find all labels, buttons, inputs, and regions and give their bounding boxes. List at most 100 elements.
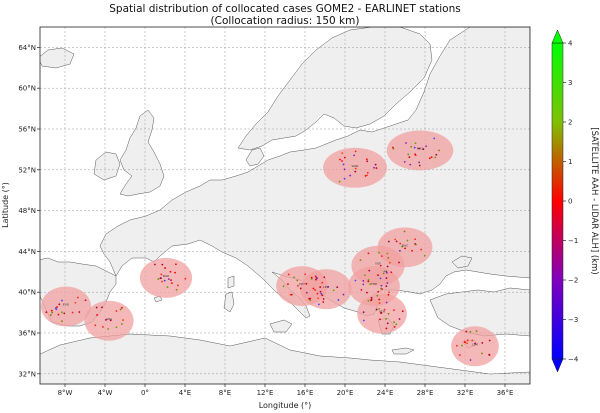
collocation-point [414, 142, 417, 145]
north-africa-land [40, 333, 530, 384]
scandinavia-land [237, 27, 433, 151]
collocation-point [403, 160, 406, 163]
collocation-point [314, 275, 317, 278]
collocation-point [377, 274, 379, 277]
station-label: ATH [379, 310, 385, 314]
collocation-point [379, 318, 381, 321]
x-tick-label: 8°W [58, 389, 73, 397]
collocation-point [121, 306, 123, 309]
collocation-point [383, 308, 386, 311]
collocation-point [388, 261, 391, 264]
collocation-point [375, 308, 378, 311]
collocation-point [353, 154, 356, 157]
colorbar-tick-label: 0 [568, 198, 572, 206]
collocation-point [488, 339, 491, 342]
collocation-point [119, 308, 122, 311]
map-frame [39, 26, 531, 385]
collocation-point [354, 150, 357, 153]
collocation-point [309, 299, 312, 302]
collocation-point [160, 273, 163, 276]
collocation-point [161, 263, 164, 266]
collocation-point [387, 293, 390, 296]
collocation-point [433, 137, 436, 140]
collocation-point [413, 146, 416, 149]
collocation-point [57, 313, 60, 316]
collocation-point [102, 326, 104, 328]
y-tick-label: 48°N [18, 207, 36, 215]
x-tick-label: 4°W [98, 389, 113, 397]
collocation-point [401, 245, 404, 248]
x-axis-label: Longitude (°) [259, 401, 312, 410]
collocation-point [71, 311, 74, 314]
iceland-land [40, 47, 75, 69]
x-tick-label: 28°E [417, 389, 434, 397]
collocation-point [469, 330, 472, 333]
y-tick-label: 32°N [18, 370, 36, 378]
collocation-point [409, 163, 412, 166]
collocation-point [387, 257, 390, 259]
collocation-points [45, 137, 491, 361]
collocation-point [388, 291, 390, 294]
collocation-point [425, 145, 428, 148]
collocation-point [315, 278, 317, 281]
collocation-point [369, 283, 372, 285]
collocation-point [393, 321, 395, 324]
x-tick-label: 8°E [219, 389, 231, 397]
colorbar: 4 3 2 1 0 −1 −2 −3 −4 [SATELLITE AAH - LIDAR ALH… [551, 29, 599, 373]
collocation-point [386, 265, 389, 268]
collocation-point [410, 145, 413, 148]
collocation-point [177, 284, 179, 287]
collocation-point [366, 174, 369, 177]
y-tick-label: 36°N [18, 330, 36, 338]
colorbar-max-arrow [551, 29, 564, 44]
collocation-point [398, 318, 401, 320]
collocation-point [105, 318, 107, 321]
colorbar-tick-label: 1 [568, 158, 572, 166]
collocation-point [435, 153, 438, 156]
collocation-point [414, 238, 417, 241]
collocation-point [343, 156, 346, 159]
collocation-point [287, 283, 289, 286]
collocation-point [385, 277, 388, 280]
collocation-point [398, 261, 400, 264]
collocation-point [375, 167, 378, 169]
collocation-point [319, 290, 322, 293]
collocation-point [418, 164, 421, 167]
x-tick-label: 4°E [179, 389, 191, 397]
collocation-point [379, 277, 382, 280]
collocation-circle [386, 130, 454, 171]
collocation-point [336, 286, 339, 289]
collocation-point [163, 279, 166, 282]
collocation-point [94, 324, 97, 327]
collocation-point [488, 354, 491, 356]
collocation-point [175, 288, 178, 291]
colorbar-ticks: 4 3 2 1 0 −1 −2 −3 −4 [563, 40, 579, 364]
collocation-point [299, 287, 302, 290]
collocation-point [317, 297, 320, 300]
collocation-point [414, 154, 417, 157]
colorbar-tick-label: 3 [568, 79, 572, 87]
collocation-point [438, 149, 440, 152]
collocation-point [422, 148, 425, 151]
collocation-point [418, 161, 421, 164]
collocation-point [414, 243, 417, 246]
collocation-point [423, 254, 426, 257]
longitude-ticks: 8°W 4°W 0° 4°E 8°E 12°E 16°E 20°E 24°E 28°E 32°E 36… [58, 384, 513, 397]
collocation-point [378, 308, 380, 310]
collocation-point [403, 230, 406, 233]
collocation-point [455, 344, 458, 347]
collocation-circle [451, 326, 499, 367]
collocation-point [383, 270, 386, 273]
x-tick-label: 0° [141, 389, 149, 397]
figure-subtitle: (Collocation radius: 150 km) [211, 15, 360, 27]
collocation-point [368, 269, 371, 272]
denmark-land [245, 147, 265, 167]
collocation-point [175, 263, 177, 266]
collocation-point [305, 291, 308, 294]
collocation-point [362, 319, 365, 322]
collocation-point [380, 287, 383, 290]
collocation-point [322, 301, 325, 303]
y-tick-label: 60°N [18, 85, 36, 93]
collocation-point [164, 267, 166, 269]
